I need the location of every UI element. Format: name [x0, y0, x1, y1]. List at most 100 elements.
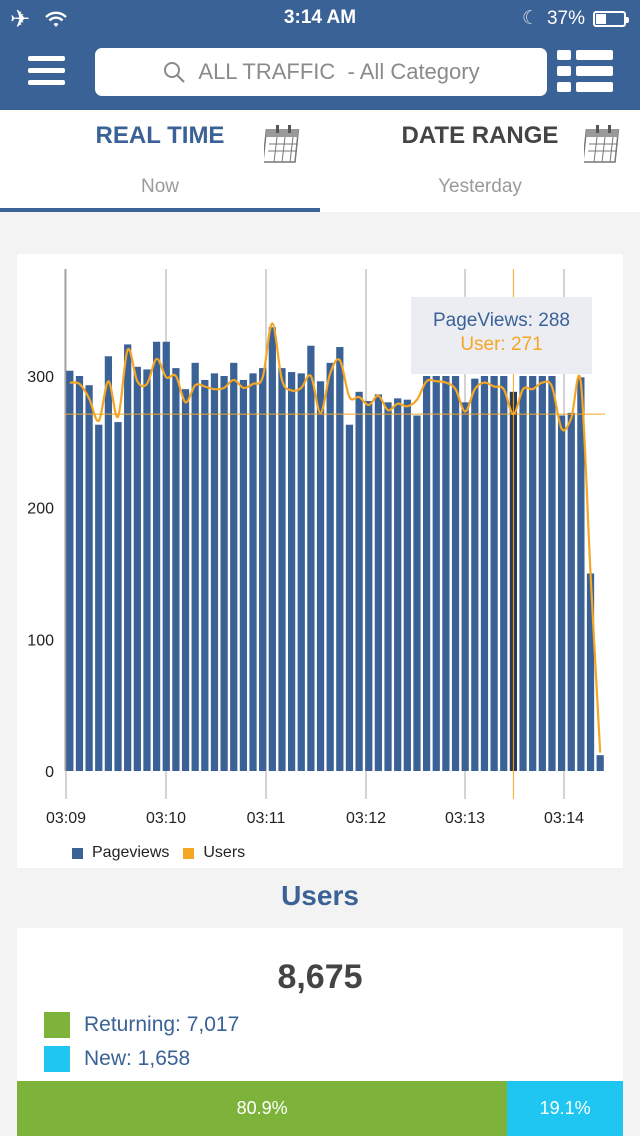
- chart-tooltip: PageViews: 288 User: 271: [411, 297, 592, 374]
- pageviews-bar[interactable]: [268, 327, 276, 771]
- pageviews-bar[interactable]: [548, 376, 556, 771]
- pageviews-bar[interactable]: [500, 376, 508, 771]
- pageviews-bar[interactable]: [596, 755, 604, 771]
- pageviews-bar[interactable]: [152, 341, 161, 771]
- users-line: [69, 322, 602, 753]
- new-segment: 19.1%: [507, 1081, 623, 1136]
- traffic-chart[interactable]: 03:09 03:10 03:11 03:12 03:13 03:14 0 100 200 300: [17, 254, 623, 834]
- pageviews-bar[interactable]: [461, 402, 469, 771]
- pageviews-bar[interactable]: [336, 347, 344, 771]
- pageviews-bar[interactable]: [432, 376, 440, 771]
- x-tick-label: 03:13: [445, 810, 485, 827]
- wifi-icon: [44, 11, 67, 27]
- tab-title: DATE RANGE: [401, 122, 559, 149]
- pageviews-bar[interactable]: [567, 412, 575, 771]
- y-tick-label: 0: [45, 764, 54, 781]
- pageviews-bar[interactable]: [201, 379, 209, 771]
- pageviews-bar[interactable]: [326, 362, 334, 771]
- y-tick-label: 300: [27, 369, 54, 386]
- status-left-icons: ✈: [10, 5, 67, 34]
- active-tab-indicator: [0, 208, 320, 212]
- x-tick-label: 03:10: [146, 810, 186, 827]
- tab-subtitle: Now: [140, 176, 179, 197]
- returning-swatch: [44, 1012, 70, 1038]
- new-swatch: [44, 1046, 70, 1072]
- pageviews-bar[interactable]: [66, 370, 74, 771]
- top-bar: ✈ 3:14 AM ☾ 37% ALL TRAFFIC - All Catego…: [0, 0, 640, 110]
- pageviews-bar[interactable]: [365, 401, 373, 771]
- pageviews-bar[interactable]: [374, 394, 383, 771]
- users-total: 8,675: [277, 958, 363, 996]
- pageviews-bar[interactable]: [442, 376, 450, 771]
- x-tick-label: 03:12: [346, 810, 386, 827]
- list-view-icon[interactable]: [557, 50, 613, 92]
- pageviews-bar[interactable]: [191, 362, 199, 771]
- users-ratio-bar: 80.9% 19.1%: [17, 1081, 623, 1136]
- pageviews-bar[interactable]: [307, 345, 315, 771]
- legend-label-pageviews: Pageviews: [92, 844, 170, 861]
- returning-legend: Returning: 7,017: [44, 1012, 239, 1038]
- airplane-icon: ✈: [10, 6, 35, 33]
- chart-legend: Pageviews Users: [72, 844, 245, 862]
- pageviews-bar[interactable]: [181, 389, 190, 771]
- pageviews-bar[interactable]: [95, 424, 103, 771]
- pageviews-bar[interactable]: [316, 381, 325, 771]
- y-tick-label: 100: [27, 632, 54, 649]
- pageviews-bar[interactable]: [220, 376, 228, 771]
- pageviews-bar[interactable]: [577, 377, 585, 771]
- pageviews-bar[interactable]: [403, 399, 411, 771]
- pageviews-bar[interactable]: [210, 373, 219, 771]
- pageviews-bar[interactable]: [413, 415, 421, 772]
- pageviews-bar[interactable]: [384, 402, 392, 771]
- calendar-icon: [264, 125, 300, 163]
- pageviews-bar[interactable]: [519, 376, 527, 771]
- new-label: New: 1,658: [84, 1047, 191, 1070]
- pageviews-bar[interactable]: [490, 376, 498, 771]
- search-text: ALL TRAFFIC - All Category: [198, 59, 480, 84]
- pageviews-bar[interactable]: [85, 385, 93, 771]
- pageviews-bar[interactable]: [114, 422, 122, 771]
- pageviews-bar[interactable]: [471, 378, 479, 771]
- pageviews-bar[interactable]: [480, 376, 489, 771]
- tab-subtitle: Yesterday: [438, 176, 522, 197]
- pageviews-bar[interactable]: [451, 376, 460, 771]
- tab-title: REAL TIME: [95, 122, 225, 149]
- pageviews-bar[interactable]: [259, 368, 267, 771]
- pageviews-bar[interactable]: [557, 415, 566, 772]
- pageviews-bar[interactable]: [230, 362, 238, 771]
- pageviews-bar[interactable]: [355, 391, 363, 771]
- pageviews-bar[interactable]: [345, 424, 354, 771]
- pageviews-bar[interactable]: [162, 341, 170, 771]
- pageviews-bar[interactable]: [297, 373, 305, 771]
- pageviews-bar[interactable]: [249, 373, 257, 771]
- pageviews-bar[interactable]: [239, 379, 248, 771]
- search-bar[interactable]: ALL TRAFFIC - All Category: [95, 48, 547, 96]
- pageviews-bar[interactable]: [172, 368, 180, 771]
- pageviews-bar[interactable]: [422, 376, 431, 771]
- tab-date-range[interactable]: DATE RANGE Yesterday: [320, 110, 640, 212]
- pageviews-bar[interactable]: [124, 344, 132, 771]
- x-tick-label: 03:09: [46, 810, 86, 827]
- users-heading: Users: [281, 880, 359, 911]
- pageviews-bar[interactable]: [287, 372, 296, 771]
- status-right: ☾ 37%: [522, 7, 629, 30]
- pageviews-bar[interactable]: [529, 376, 537, 771]
- battery-icon: [593, 10, 629, 27]
- x-tick-label: 03:14: [544, 810, 584, 827]
- legend-swatch-users: [183, 847, 195, 859]
- tooltip-pageviews: PageViews: 288: [433, 310, 570, 331]
- calendar-icon: [584, 125, 620, 163]
- pageviews-bar[interactable]: [394, 398, 402, 771]
- traffic-chart-card: 03:09 03:10 03:11 03:12 03:13 03:14 0 100 200 300…: [17, 254, 623, 868]
- pageviews-bar[interactable]: [538, 376, 546, 771]
- pageviews-bar[interactable]: [133, 366, 141, 771]
- pageviews-bar[interactable]: [586, 573, 595, 772]
- pageviews-bar[interactable]: [278, 368, 286, 771]
- tooltip-users: User: 271: [460, 334, 543, 355]
- y-tick-label: 200: [27, 501, 54, 518]
- menu-icon[interactable]: [28, 56, 65, 86]
- tab-real-time[interactable]: REAL TIME Now: [0, 110, 320, 212]
- pageviews-bar[interactable]: [104, 356, 113, 771]
- pageviews-bar[interactable]: [143, 369, 151, 771]
- pageviews-bar[interactable]: [75, 376, 84, 771]
